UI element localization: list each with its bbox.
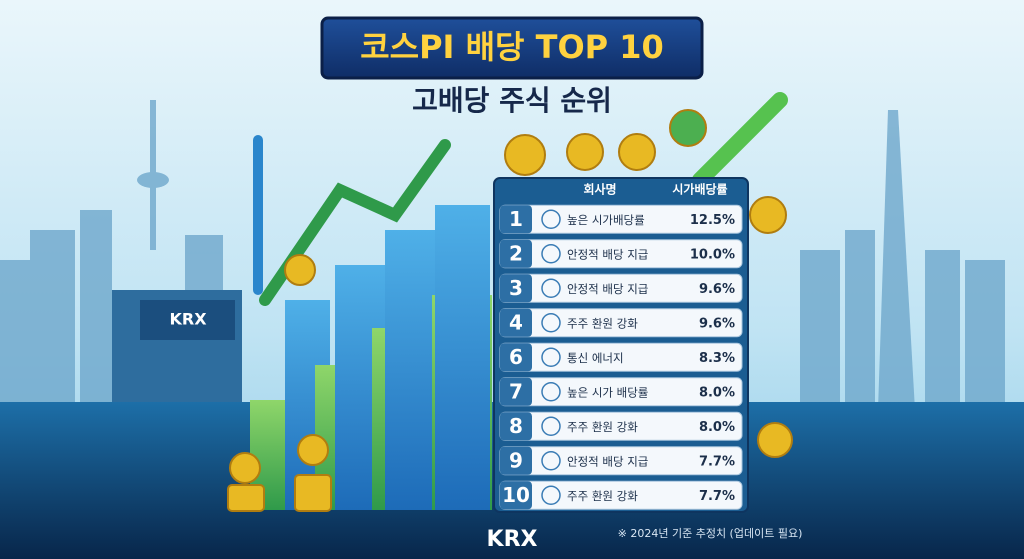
table-row: 6 통신 에너지 8.3%	[499, 342, 743, 372]
rank: 8	[509, 414, 523, 438]
subtitle: 고배당 주식 순위	[412, 84, 612, 117]
rank: 6	[509, 345, 523, 369]
company-name: 안정적 배당 지급	[567, 247, 648, 261]
table-row: 2 안정적 배당 지급 10.0%	[499, 239, 743, 269]
table-row: 3 안정적 배당 지급 9.6%	[499, 273, 743, 303]
footer-logo: KRX	[487, 527, 538, 552]
dividend-yield: 8.0%	[699, 385, 735, 400]
dividend-yield: 9.6%	[699, 316, 735, 331]
row-icon	[541, 485, 561, 505]
rank-cell	[500, 343, 532, 372]
rank-cell	[500, 481, 532, 510]
coins	[227, 109, 793, 512]
company-name: 주주 환원 강화	[567, 489, 638, 503]
dividend-yield: 9.6%	[699, 282, 735, 297]
dividend-yield: 10.0%	[690, 247, 735, 262]
footnote: ※ 2024년 기준 추정치 (업데이트 필요)	[618, 527, 803, 540]
company-name: 안정적 배당 지급	[567, 454, 648, 468]
row-icon	[541, 347, 561, 367]
row-icon	[541, 382, 561, 402]
title: 코스PI 배당 TOP 10	[360, 28, 664, 66]
row-icon	[541, 278, 561, 298]
table-row: 9 안정적 배당 지급 7.7%	[499, 446, 743, 476]
rank-cell	[500, 205, 532, 234]
table-row: 8 주주 환원 강화 8.0%	[499, 411, 743, 441]
dividend-yield: 8.0%	[699, 420, 735, 435]
columns	[250, 205, 492, 510]
dividend-yield: 12.5%	[690, 213, 735, 228]
dividend-yield: 7.7%	[699, 454, 735, 469]
table-row: 4 주주 환원 강화 9.6%	[499, 308, 743, 338]
company-name: 주주 환원 강화	[567, 316, 638, 330]
company-name: 높은 시가 배당률	[567, 385, 648, 399]
rank-cell	[500, 239, 532, 268]
rank-cell	[500, 412, 532, 441]
company-name: 높은 시가배당률	[567, 213, 645, 227]
row-icon	[541, 244, 561, 264]
rank: 4	[509, 310, 523, 334]
rank: 7	[509, 379, 523, 403]
title-banner: 코스PI 배당 TOP 10	[320, 16, 704, 80]
arrows	[253, 92, 788, 306]
table-row: 1 높은 시가배당률 12.5%	[499, 204, 743, 234]
row-icon	[541, 451, 561, 471]
rank-cell	[500, 308, 532, 337]
rank: 10	[502, 483, 530, 507]
dividend-yield: 7.7%	[699, 489, 735, 504]
rank-cell	[500, 274, 532, 303]
rank: 9	[509, 448, 523, 472]
column-header: 회사명	[583, 182, 616, 197]
company-name: 안정적 배당 지급	[567, 282, 648, 296]
krx-building: KRX	[112, 290, 242, 405]
company-name: 통신 에너지	[567, 351, 624, 365]
company-name: 주주 환원 강화	[567, 420, 638, 434]
rank: 1	[509, 207, 523, 231]
row-icon	[541, 209, 561, 229]
building-sign: KRX	[169, 310, 207, 329]
column-header: 시가배당률	[672, 182, 727, 197]
table-row: 10 주주 환원 강화 7.7%	[499, 480, 743, 510]
row-icon	[541, 416, 561, 436]
rank-cell	[500, 446, 532, 475]
rank: 2	[509, 241, 523, 265]
rank: 3	[509, 276, 523, 300]
rank-cell	[500, 377, 532, 406]
table-row: 7 높은 시가 배당률 8.0%	[499, 377, 743, 407]
row-icon	[541, 313, 561, 333]
dividend-yield: 8.3%	[699, 351, 735, 366]
ranking-table: 회사명 시가배당률 1 높은 시가배당률 12.5% 2 안정적 배당 지급 10.0% 3 안정…	[493, 177, 749, 513]
